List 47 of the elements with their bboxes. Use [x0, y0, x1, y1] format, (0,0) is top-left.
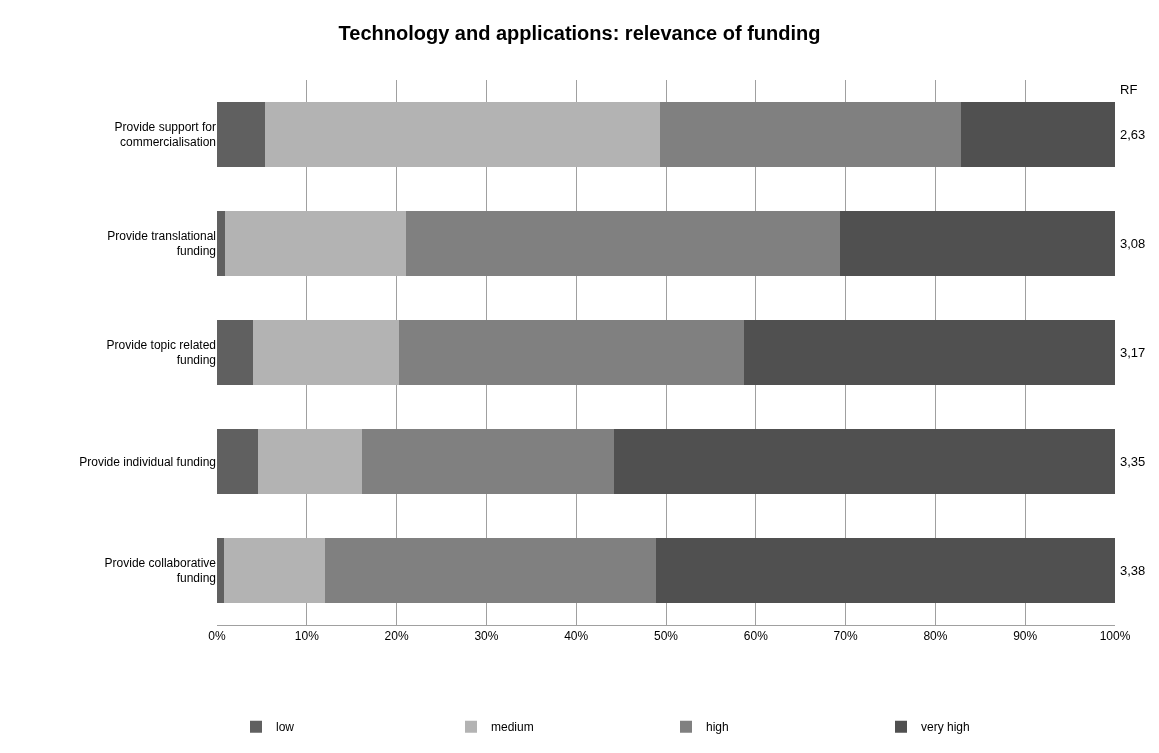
legend-label: medium [491, 720, 534, 735]
legend-label: very high [921, 720, 970, 735]
legend-label: low [276, 720, 295, 735]
bar [258, 428, 363, 495]
text: 3,35 [1120, 454, 1146, 469]
text: 2,63 [1120, 127, 1146, 142]
x-tick-label: 10% [294, 629, 320, 644]
bar [840, 210, 1115, 277]
x-tick-label: 30% [474, 629, 499, 644]
bar [265, 101, 660, 168]
x-tick-label: 80% [923, 629, 948, 644]
x-tick-label: 40% [564, 629, 589, 644]
bar [217, 319, 253, 386]
text: 3,08 [1120, 236, 1146, 251]
x-tick-label: 0% [208, 629, 226, 644]
y-tick-label: Provide translational funding [107, 228, 216, 259]
text: RF [1120, 82, 1138, 97]
bar [744, 319, 1115, 386]
y-tick-label: Provide individual funding [79, 454, 216, 469]
bar [225, 210, 407, 277]
x-tick-label: 50% [653, 629, 679, 644]
bar [224, 537, 325, 604]
x-tick-label: 100% [1099, 629, 1131, 644]
bar [659, 101, 962, 168]
bar [961, 101, 1115, 168]
y-tick-label: Provide topic related funding [106, 337, 216, 368]
y-tick-label: Provide support for commercialisation [114, 119, 216, 150]
text: 3,38 [1120, 563, 1146, 578]
bar [406, 210, 841, 277]
bar [656, 537, 1115, 604]
bar [362, 428, 614, 495]
bar [217, 210, 226, 277]
x-tick-label: 20% [384, 629, 409, 644]
bar [252, 319, 400, 386]
bar [217, 537, 225, 604]
bar [217, 428, 259, 495]
chart-title: Technology and applications: relevance of funding [338, 22, 821, 45]
text: 3,17 [1120, 345, 1146, 360]
x-tick-label: 70% [833, 629, 858, 644]
legend-label: high [706, 720, 729, 735]
y-tick-label: Provide collaborative funding [104, 555, 217, 586]
bar [613, 428, 1115, 495]
bar [399, 319, 745, 386]
bar [217, 101, 266, 168]
bar [324, 537, 657, 604]
x-tick-label: 60% [743, 629, 769, 644]
x-tick-label: 90% [1013, 629, 1038, 644]
